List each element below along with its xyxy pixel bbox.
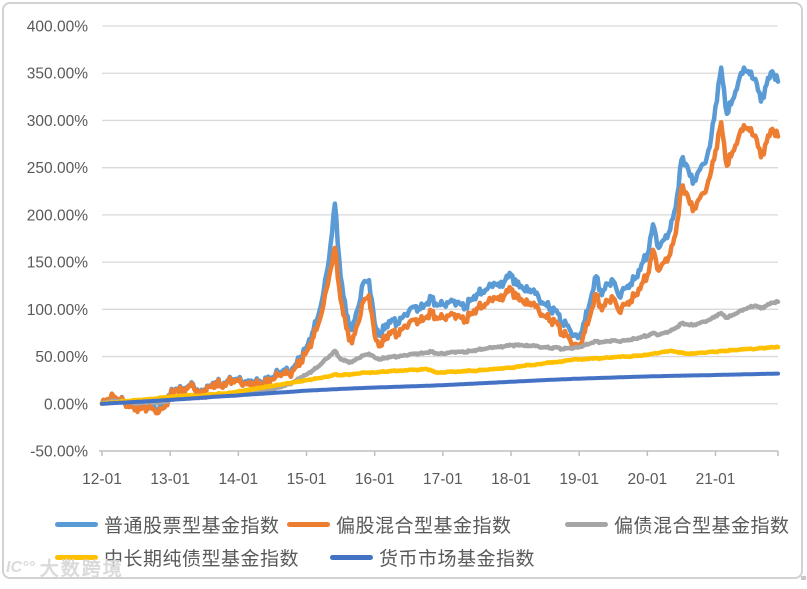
legend-label: 货币市场基金指数 [379, 549, 536, 570]
x-tick-label: 14-01 [219, 471, 259, 488]
series-line-5 [100, 371, 780, 406]
y-tick-label: 300.00% [27, 113, 88, 130]
watermark: IC°° 大数跨境 [6, 554, 124, 581]
watermark-text: 大数跨境 [39, 559, 124, 580]
y-tick-label: 50.00% [35, 349, 88, 366]
x-tick-label: 16-01 [355, 471, 395, 488]
x-tick-label: 12-01 [82, 471, 122, 488]
legend-item-5[interactable]: 货币市场基金指数 [330, 544, 535, 571]
y-tick-label: 350.00% [27, 66, 88, 83]
legend-line-swatch [330, 555, 373, 560]
y-tick-label: -50.00% [30, 444, 88, 461]
legend-item-2[interactable]: 偏股混合型基金指数 [287, 511, 512, 538]
series-line-2 [99, 120, 781, 416]
legend-item-3[interactable]: 偏债混合型基金指数 [565, 511, 790, 538]
x-tick-label: 17-01 [423, 471, 463, 488]
x-tick-label: 19-01 [559, 471, 599, 488]
corner-artifact [801, 576, 806, 580]
legend-label: 中长期纯债型基金指数 [104, 549, 300, 570]
x-tick-label: 15-01 [287, 471, 327, 488]
legend-line-swatch [55, 522, 98, 527]
watermark-logo-icon: IC°° [6, 558, 35, 576]
x-tick-label: 18-01 [491, 471, 531, 488]
x-tick-label: 13-01 [150, 471, 190, 488]
y-tick-label: 100.00% [27, 302, 88, 319]
legend-label: 偏股混合型基金指数 [336, 516, 512, 537]
y-tick-label: 250.00% [27, 160, 88, 177]
y-tick-label: 150.00% [27, 255, 88, 272]
legend-item-4[interactable]: 中长期纯债型基金指数 [55, 544, 299, 571]
series-line-1 [99, 65, 781, 414]
legend-label: 普通股票型基金指数 [104, 516, 280, 537]
x-tick-label: 20-01 [628, 471, 668, 488]
x-tick-label: 21-01 [696, 471, 736, 488]
legend-line-swatch [287, 522, 330, 527]
y-tick-label: 200.00% [27, 207, 88, 224]
legend-item-1[interactable]: 普通股票型基金指数 [55, 511, 280, 538]
y-tick-label: 400.00% [27, 19, 88, 36]
legend-line-swatch [55, 555, 98, 560]
legend-label: 偏债混合型基金指数 [614, 516, 790, 537]
series-line-4 [99, 344, 781, 407]
legend-line-swatch [565, 522, 608, 527]
chart-frame [2, 2, 803, 579]
y-tick-label: 0.00% [44, 396, 88, 413]
